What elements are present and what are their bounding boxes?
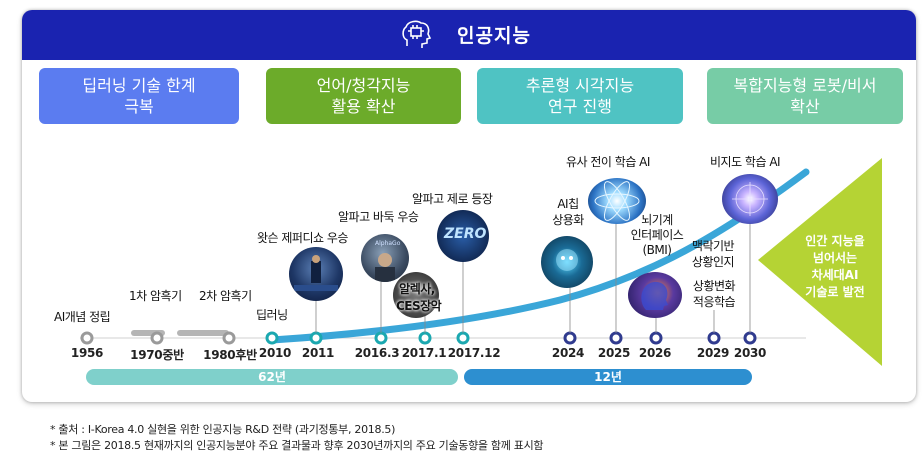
page-title: 인공지능 (457, 25, 531, 47)
photo-transfer (588, 178, 646, 224)
future-triangle (758, 158, 882, 366)
year-label: 2024 (551, 346, 585, 360)
phase-line2: 연구 진행 (548, 97, 612, 116)
triangle-line2: 넘어서는 (812, 251, 858, 265)
ai-chip-line1: AI칩 (557, 197, 579, 211)
label-ai-chip: AI칩 상용화 (543, 196, 593, 228)
year-label: 2010 (258, 346, 292, 360)
photo-alpha-zero: ZERO (437, 210, 489, 262)
year-label: 2017.1 (401, 346, 447, 360)
photo-ai-chip (541, 236, 593, 288)
alphago-logo: AlphaGo (375, 240, 401, 247)
marker-1956 (80, 331, 94, 345)
span-12-years: 12년 (464, 369, 752, 385)
phase-line2: 활용 확산 (331, 97, 396, 116)
person-icon (375, 253, 395, 282)
year-label: 2025 (597, 346, 631, 360)
marker-2025 (609, 331, 623, 345)
atom-icon (594, 181, 640, 221)
marker-1970 (150, 331, 164, 345)
label-ai-concept: AI개념 정립 (54, 310, 111, 324)
year-label: 2017.12 (447, 346, 501, 360)
photo-watson (289, 247, 343, 301)
photo-alphago: AlphaGo (361, 234, 409, 282)
neural-globe-icon (732, 182, 768, 216)
label-alphago: 알파고 바둑 우승 (338, 210, 419, 224)
triangle-line3: 차세대AI (811, 268, 859, 282)
phase-line1: 추론형 시각지능 (525, 76, 635, 95)
year-label: 2026 (638, 346, 672, 360)
phase-robot: 복합지능형 로봇/비서 확산 (707, 68, 903, 124)
marker-2016 (374, 331, 388, 345)
marker-2030 (743, 331, 757, 345)
phase-line2: 극복 (124, 97, 154, 116)
stage-icon (294, 255, 338, 291)
phase-line2: 확산 (790, 97, 820, 116)
year-label: 2029 (696, 346, 730, 360)
head-profile-icon (641, 281, 668, 310)
span-62-years: 62년 (86, 369, 458, 385)
phase-line1: 복합지능형 로봇/비서 (733, 76, 877, 95)
photo-alexa (393, 272, 439, 318)
brain-chip-icon (402, 20, 432, 48)
label-alphago-zero: 알파고 제로 등장 (412, 192, 493, 206)
title-bar: 인공지능 (22, 10, 916, 60)
label-deep-learning: 딥러닝 (256, 308, 288, 322)
phase-deep-learning: 딥러닝 기술 한계 극복 (39, 68, 239, 124)
robot-head-icon (556, 249, 578, 271)
year-label: 1970중반 (130, 348, 184, 362)
marker-1980 (222, 331, 236, 345)
ai-chip-line2: 상용화 (552, 213, 584, 227)
triangle-line4: 기술로 발전 (805, 285, 865, 299)
year-label: 1980후반 (203, 348, 257, 362)
label-context: 맥락기반 상황인지 (688, 238, 738, 270)
bmi-line1: 뇌기계 (641, 213, 673, 227)
zero-logo: ZERO (444, 226, 487, 242)
winter-bar-2 (177, 330, 229, 336)
growth-curve (268, 168, 810, 344)
label-watson: 왓슨 제퍼디쇼 우승 (257, 231, 348, 245)
triangle-text: 인간 지능을 넘어서는 차세대AI 기술로 발전 (790, 233, 880, 301)
marker-2024 (563, 331, 577, 345)
marker-2011 (309, 331, 323, 345)
photo-unsupervised (722, 174, 778, 224)
triangle-line1: 인간 지능을 (805, 234, 865, 248)
context-line1: 맥락기반 (691, 239, 735, 253)
marker-2026 (649, 331, 663, 345)
context-line2: 상황인지 (691, 255, 735, 269)
phase-line1: 딥러닝 기술 한계 (82, 76, 196, 95)
year-label: 2011 (301, 346, 335, 360)
label-winter1: 1차 암흑기 (129, 289, 182, 303)
label-alexa: 알렉사, CES장악 (396, 280, 442, 314)
connector-lines (315, 206, 751, 333)
label-transfer: 유사 전이 학습 AI (566, 155, 650, 169)
label-unsupervised: 비지도 학습 AI (710, 155, 781, 169)
bmi-line2: 인터페이스 (630, 228, 684, 242)
marker-2029 (707, 331, 721, 345)
marker-2017-12 (456, 331, 470, 345)
adapt-line2: 적응학습 (692, 295, 736, 309)
source-note: * 출처 : I-Korea 4.0 실현을 위한 인공지능 R&D 전략 (과… (50, 423, 396, 436)
marker-2010 (265, 331, 279, 345)
bmi-line3: (BMI) (642, 243, 673, 257)
marker-2017-1 (418, 331, 432, 345)
label-bmi: 뇌기계 인터페이스 (BMI) (627, 213, 687, 258)
year-label: 2016.3 (354, 346, 400, 360)
adapt-line1: 상황변화 (692, 279, 736, 293)
alexa-line1: 알렉사, (399, 282, 435, 296)
phase-line1: 언어/청각지능 (316, 76, 411, 95)
phase-reasoning: 추론형 시각지능 연구 진행 (477, 68, 683, 124)
alexa-line2: CES장악 (396, 299, 442, 313)
year-label: 1956 (70, 346, 104, 360)
label-winter2: 2차 암흑기 (199, 289, 252, 303)
phase-language: 언어/청각지능 활용 확산 (266, 68, 461, 124)
year-label: 2030 (733, 346, 767, 360)
photo-bmi (628, 272, 682, 318)
description-note: * 본 그림은 2018.5 현재까지의 인공지능분야 주요 결과물과 향후 2… (50, 439, 544, 452)
label-adapt: 상황변화 적응학습 (688, 278, 740, 310)
